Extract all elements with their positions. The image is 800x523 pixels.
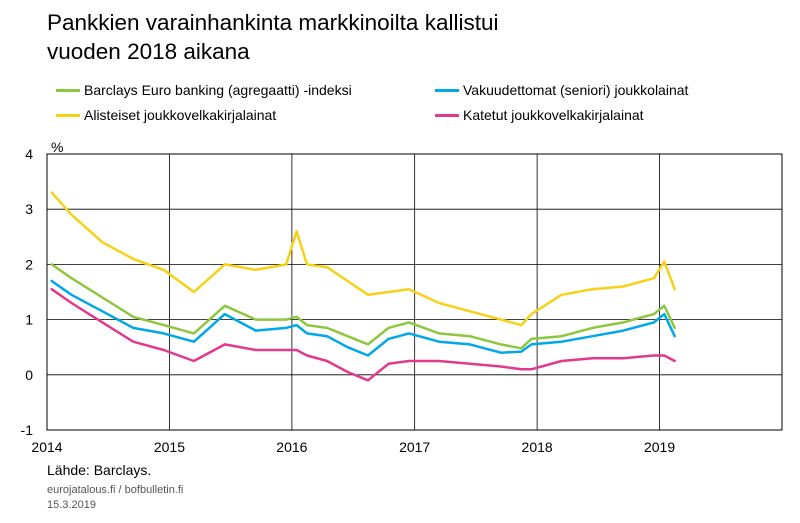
legend-swatch-senior [435,88,459,92]
y-tick-label: 4 [25,146,33,162]
legend-label-barclays: Barclays Euro banking (agregaatti) -inde… [84,82,352,98]
legend-item-senior: Vakuudettomat (seniori) joukkolainat [435,82,688,98]
legend-label-senior: Vakuudettomat (seniori) joukkolainat [463,82,689,98]
chart-title-line-1: Pankkien varainhankinta markkinoilta kal… [47,10,499,35]
x-tick-label: 2014 [31,439,62,455]
legend-swatch-covered [435,113,459,117]
y-tick-label: 3 [25,201,33,217]
credit-date: 15.3.2019 [47,499,96,511]
legend-swatch-subordinated [56,113,80,117]
series-line-subordinated [50,191,676,327]
y-tick-label: 1 [25,312,33,328]
legend-item-subordinated: Alisteiset joukkovelkakirjalainat [56,107,276,123]
legend-label-subordinated: Alisteiset joukkovelkakirjalainat [84,107,277,123]
series-line-covered [50,287,676,382]
series-line-barclays [50,263,676,350]
x-tick-label: 2015 [154,439,185,455]
legend-swatch-barclays [56,88,80,92]
y-axis-unit-label: % [51,139,64,155]
y-tick-label: -1 [21,422,34,438]
source-note: Lähde: Barclays. [47,462,152,478]
chart-title-line-2: vuoden 2018 aikana [47,39,250,64]
x-tick-label: 2016 [276,439,307,455]
y-tick-label: 2 [25,256,33,272]
x-tick-label: 2019 [644,439,675,455]
legend-label-covered: Katetut joukkovelkakirjalainat [463,107,644,123]
credit-site: eurojatalous.fi / bofbulletin.fi [47,484,184,496]
series-line-senior [50,279,676,357]
legend-item-barclays: Barclays Euro banking (agregaatti) -inde… [56,82,352,98]
legend-item-covered: Katetut joukkovelkakirjalainat [435,107,644,123]
x-tick-label: 2018 [522,439,553,455]
chart-title: Pankkien varainhankinta markkinoilta kal… [47,8,498,66]
y-tick-label: 0 [25,367,33,383]
x-tick-label: 2017 [399,439,430,455]
